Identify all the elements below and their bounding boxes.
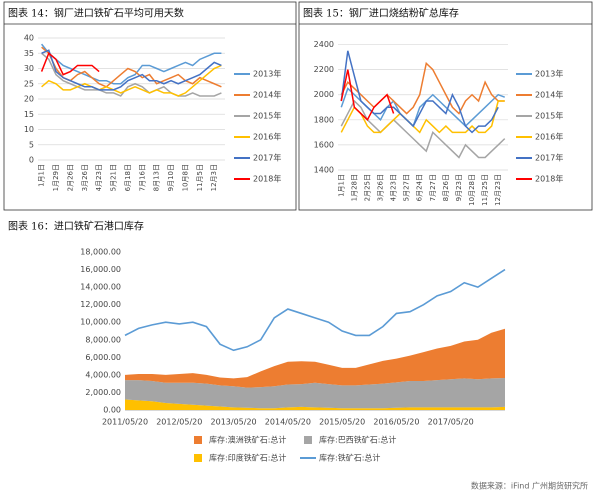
chart-title: 图表 16：进口铁矿石港口库存 xyxy=(8,220,144,233)
y-tick-label: 10,000.00 xyxy=(80,318,121,327)
legend-label: 2018年 xyxy=(253,174,281,184)
x-tick-label: 9月23日 xyxy=(455,174,463,201)
x-tick-label: 2月25日 xyxy=(363,174,371,201)
y-tick-label: 14,000.00 xyxy=(80,283,121,292)
line xyxy=(340,100,505,134)
x-tick-label: 2014/05/20 xyxy=(265,418,311,427)
source-note: 数据来源：iFind 广州期货研究所 xyxy=(471,481,588,491)
x-tick-label: 6月24日 xyxy=(416,174,424,201)
y-tick-label: 2200 xyxy=(314,65,334,74)
y-tick-label: 20 xyxy=(24,95,34,104)
legend-swatch xyxy=(304,436,312,444)
x-tick-label: 4月23日 xyxy=(390,174,398,201)
legend-label: 2014年 xyxy=(253,90,281,100)
line xyxy=(340,69,395,122)
legend-label: 2013年 xyxy=(535,69,563,79)
x-tick-label: 10月28日 xyxy=(468,174,476,206)
y-tick-label: 0 xyxy=(29,156,34,165)
x-tick-label: 1月1日 xyxy=(38,164,46,187)
x-tick-label: 3月26日 xyxy=(81,164,89,191)
y-tick-label: 18,000.00 xyxy=(80,248,121,257)
x-tick-label: 5月27日 xyxy=(403,174,411,201)
x-tick-label: 1月28日 xyxy=(350,174,358,201)
y-tick-label: 1600 xyxy=(314,140,334,149)
y-tick-label: 8,000.00 xyxy=(85,335,121,344)
line xyxy=(340,50,499,134)
area xyxy=(125,328,505,388)
legend-label: 库存:澳洲铁矿石:总计 xyxy=(209,435,286,445)
legend-label: 库存:印度铁矿石:总计 xyxy=(209,453,286,463)
legend-swatch xyxy=(194,436,202,444)
x-tick-label: 7月27日 xyxy=(429,174,437,201)
x-tick-label: 11月5日 xyxy=(196,164,204,191)
x-tick-label: 5月21日 xyxy=(110,164,118,191)
x-tick-label: 3月26日 xyxy=(377,174,385,201)
y-tick-label: 1400 xyxy=(314,166,334,175)
x-tick-label: 2012/05/20 xyxy=(156,418,202,427)
x-tick-label: 2013/05/20 xyxy=(211,418,257,427)
x-tick-label: 12月3日 xyxy=(210,164,218,191)
chart-frame xyxy=(3,1,297,211)
x-tick-label: 1月1日 xyxy=(337,174,345,197)
legend-label: 库存:铁矿石:总计 xyxy=(319,453,380,463)
x-tick-label: 10月8日 xyxy=(181,164,189,191)
x-tick-label: 12月23日 xyxy=(494,174,502,206)
x-tick-label: 7月16日 xyxy=(138,164,146,191)
y-tick-label: 2400 xyxy=(314,40,334,49)
y-tick-label: 1800 xyxy=(314,115,334,124)
line xyxy=(340,99,506,159)
y-tick-label: 0.00 xyxy=(103,406,121,415)
y-tick-label: 2,000.00 xyxy=(85,388,121,397)
chart-title: 图表 15：钢厂进口烧结粉矿总库存 xyxy=(303,7,459,20)
legend-label: 2016年 xyxy=(535,132,563,142)
legend-label: 2016年 xyxy=(253,132,281,142)
legend-label: 2018年 xyxy=(535,174,563,184)
line xyxy=(124,268,506,352)
y-tick-label: 10 xyxy=(24,125,34,134)
legend-swatch xyxy=(194,454,202,462)
line xyxy=(41,43,222,85)
legend-label: 2015年 xyxy=(535,111,563,121)
x-tick-label: 9月10日 xyxy=(167,164,175,191)
x-tick-label: 8月13日 xyxy=(153,164,161,191)
line xyxy=(340,61,505,115)
x-tick-label: 1月29日 xyxy=(52,164,60,191)
y-tick-label: 30 xyxy=(24,64,34,73)
y-tick-label: 2000 xyxy=(314,90,334,99)
line xyxy=(41,49,222,91)
line xyxy=(41,46,222,88)
line xyxy=(41,64,222,97)
line xyxy=(40,51,100,76)
area xyxy=(125,377,505,409)
y-tick-label: 25 xyxy=(24,79,34,88)
x-tick-label: 2015/05/20 xyxy=(319,418,365,427)
chart-title: 图表 14：钢厂进口铁矿石平均可用天数 xyxy=(8,7,184,20)
x-tick-label: 6月18日 xyxy=(124,164,132,191)
y-tick-label: 5 xyxy=(29,140,34,149)
legend-label: 2013年 xyxy=(253,69,281,79)
line xyxy=(41,52,222,97)
legend-label: 2017年 xyxy=(535,153,563,163)
x-tick-label: 4月23日 xyxy=(95,164,103,191)
chart-frame xyxy=(298,1,593,211)
x-tick-label: 2017/05/20 xyxy=(428,418,474,427)
x-tick-label: 8月26日 xyxy=(442,174,450,201)
y-tick-label: 16,000.00 xyxy=(80,265,121,274)
x-tick-label: 2016/05/20 xyxy=(373,418,419,427)
y-tick-label: 40 xyxy=(24,34,34,43)
y-tick-label: 15 xyxy=(24,110,34,119)
x-tick-label: 11月25日 xyxy=(481,174,489,206)
y-tick-label: 4,000.00 xyxy=(85,370,121,379)
legend-label: 库存:巴西铁矿石:总计 xyxy=(319,435,396,445)
y-tick-label: 6,000.00 xyxy=(85,353,121,362)
y-tick-label: 12,000.00 xyxy=(80,300,121,309)
legend-label: 2015年 xyxy=(253,111,281,121)
legend-label: 2017年 xyxy=(253,153,281,163)
legend-label: 2014年 xyxy=(535,90,563,100)
y-tick-label: 35 xyxy=(24,49,34,58)
x-tick-label: 2月26日 xyxy=(66,164,74,191)
x-tick-label: 2011/05/20 xyxy=(102,418,148,427)
